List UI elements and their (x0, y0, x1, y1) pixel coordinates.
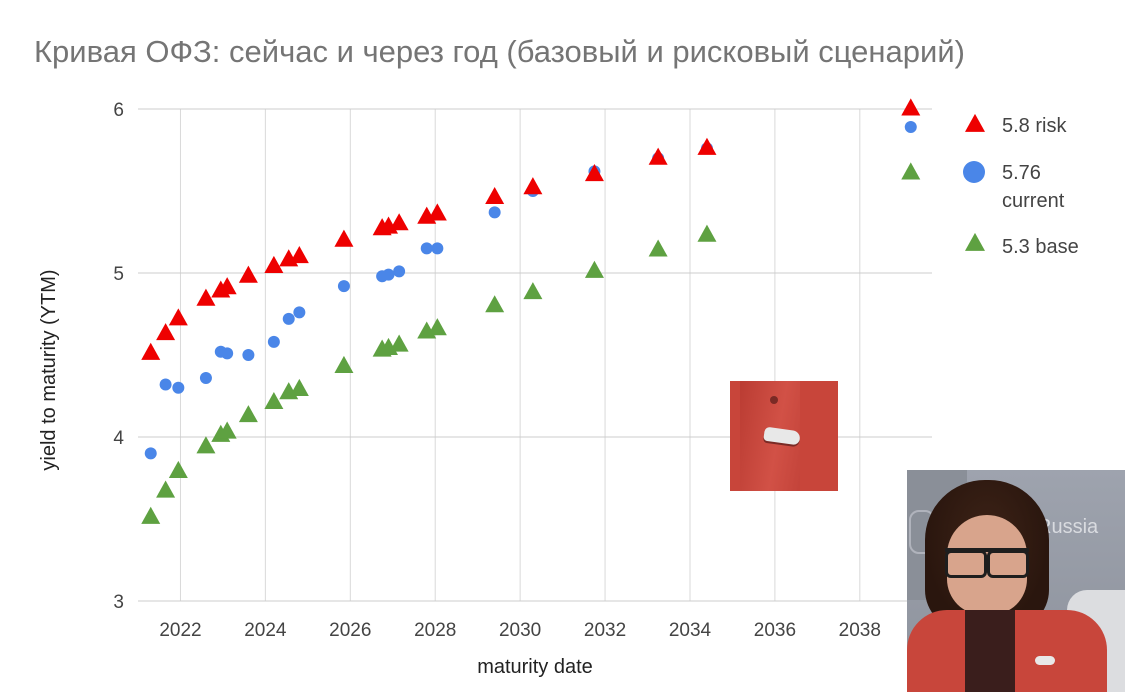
x-tick-label: 2030 (499, 620, 541, 641)
data-point-base (584, 260, 604, 278)
data-point-risk (217, 277, 237, 295)
data-point-base (523, 282, 543, 300)
data-point-current (144, 447, 157, 460)
y-axis-title: yield to maturity (YTM) (38, 269, 60, 470)
data-point-risk (523, 177, 543, 195)
x-tick-label: 2038 (839, 620, 881, 641)
data-point-risk (427, 203, 447, 221)
speaker-video-inset: Russia ank (907, 470, 1125, 692)
legend-marker-base (965, 232, 985, 251)
y-tick-label: 4 (113, 428, 124, 449)
data-point-base (217, 421, 237, 439)
data-point-risk (697, 137, 717, 155)
x-tick-label: 2022 (159, 620, 201, 641)
x-tick-label: 2032 (584, 620, 626, 641)
data-point-current (337, 280, 350, 293)
fabric-dot (770, 396, 778, 404)
data-point-current (431, 242, 444, 255)
data-point-risk (648, 147, 668, 165)
data-point-risk (238, 265, 258, 283)
x-tick-label: 2024 (244, 620, 287, 641)
inset-photo-lapel-pin (730, 381, 838, 491)
data-point-risk (156, 323, 176, 341)
data-point-base (156, 480, 176, 498)
data-point-risk (168, 308, 188, 326)
data-point-risk (485, 186, 505, 205)
x-tick-label: 2034 (669, 620, 712, 641)
x-tick-label: 2028 (414, 620, 456, 641)
data-point-current (199, 371, 212, 384)
data-point-current (267, 335, 280, 348)
data-point-current (221, 347, 234, 360)
data-point-risk (264, 255, 284, 273)
data-point-risk (289, 245, 309, 264)
data-point-base (427, 318, 447, 336)
data-point-base (334, 355, 354, 373)
legend-marker-current (963, 161, 985, 183)
lapel-pin-icon-small (1035, 656, 1055, 665)
data-point-base (238, 405, 258, 423)
data-point-base (264, 391, 284, 410)
data-point-risk (196, 288, 216, 306)
legend-label-base: 5.3 base (1002, 236, 1079, 258)
data-point-base (389, 334, 409, 352)
y-tick-label: 5 (113, 264, 124, 285)
data-point-current (393, 265, 406, 278)
data-point-risk (141, 342, 161, 360)
x-tick-label: 2036 (754, 620, 796, 641)
data-point-base (648, 239, 668, 257)
y-tick-label: 3 (113, 592, 124, 613)
data-point-current (293, 306, 306, 319)
data-point-base (168, 460, 188, 478)
data-point-current (382, 268, 395, 281)
y-tick-label: 6 (113, 100, 124, 121)
data-point-base (901, 162, 921, 180)
data-point-base (485, 295, 505, 313)
data-point-base (289, 378, 309, 396)
glasses-icon (945, 548, 1029, 578)
data-point-current (242, 349, 255, 361)
legend-marker-risk (965, 113, 985, 132)
data-point-risk (389, 213, 409, 231)
data-point-current (282, 312, 295, 325)
chart-title: Кривая ОФЗ: сейчас и через год (базовый … (34, 34, 965, 69)
legend-label-current-value: 5.76 (1002, 162, 1041, 184)
background-text-top: Russia (1037, 516, 1099, 538)
data-point-base (141, 506, 161, 524)
data-point-current (159, 378, 172, 391)
data-point-base (196, 436, 216, 454)
x-axis-title: maturity date (477, 656, 593, 678)
data-point-risk (334, 229, 354, 247)
legend-label-current-name: current (1002, 190, 1065, 212)
data-point-base (697, 224, 717, 242)
data-point-risk (584, 163, 604, 182)
data-point-risk (901, 98, 921, 116)
data-point-current (488, 206, 501, 219)
legend-label-risk: 5.8 risk (1002, 115, 1067, 137)
x-tick-label: 2026 (329, 620, 371, 641)
speaker-shirt (965, 610, 1015, 692)
data-point-current (420, 242, 433, 255)
data-point-current (904, 121, 917, 134)
data-point-current (172, 381, 185, 394)
